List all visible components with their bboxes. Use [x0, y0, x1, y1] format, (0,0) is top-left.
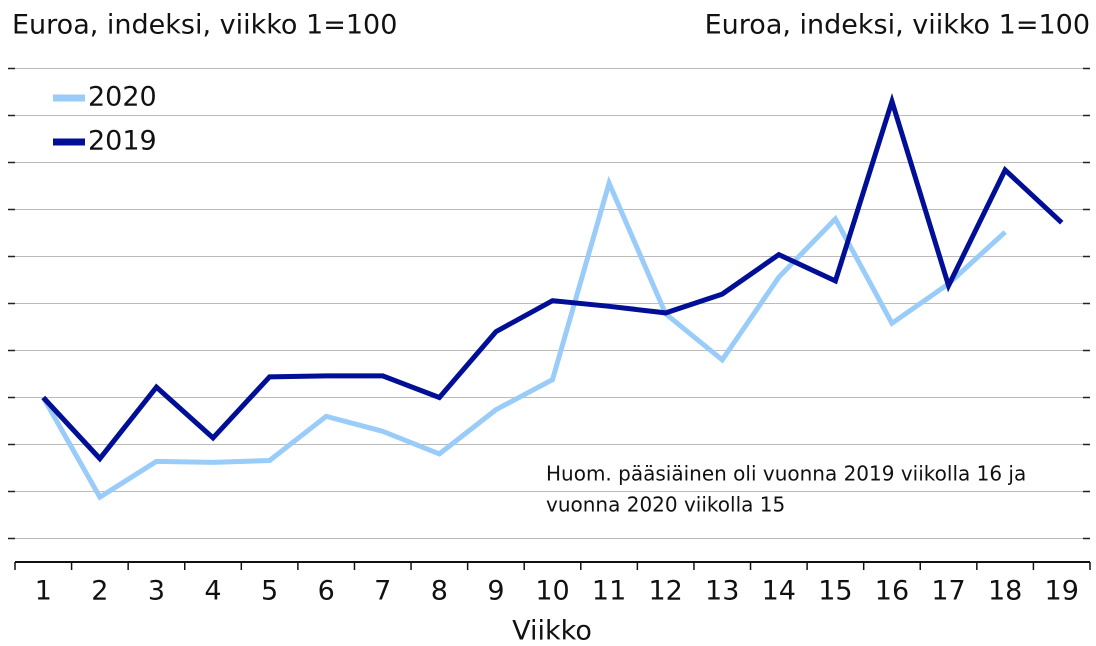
- x-tick-label: 11: [592, 576, 626, 607]
- x-tick-label: 13: [705, 576, 739, 607]
- chart-title-right: Euroa, indeksi, viikko 1=100: [705, 10, 1090, 41]
- series-line: [41, 92, 1064, 463]
- x-tick-label: 17: [931, 576, 965, 607]
- annotation: Huom. pääsiäinen oli vuonna 2019 viikoll…: [546, 462, 1026, 486]
- x-tick-label: 3: [148, 576, 165, 607]
- x-tick-label: 2: [91, 576, 108, 607]
- x-tick-label: 8: [431, 576, 448, 607]
- x-tick-label: 16: [875, 576, 909, 607]
- x-tick-label: 19: [1045, 576, 1079, 607]
- x-tick-label: 12: [648, 576, 682, 607]
- x-tick-label: 14: [762, 576, 796, 607]
- annotation: vuonna 2020 viikolla 15: [546, 493, 785, 517]
- x-tick-label: 5: [261, 576, 278, 607]
- x-tick-label: 6: [318, 576, 335, 607]
- x-tick-label: 15: [818, 576, 852, 607]
- legend-label: 2020: [88, 82, 157, 113]
- x-tick-label: 9: [487, 576, 504, 607]
- x-tick-label: 10: [535, 576, 569, 607]
- x-tick-label: 18: [988, 576, 1022, 607]
- legend-label: 2019: [88, 126, 157, 157]
- series-line: [41, 175, 1007, 501]
- x-axis-label: Viikko: [512, 616, 592, 646]
- chart-title: Euroa, indeksi, viikko 1=100: [12, 10, 397, 41]
- x-tick-label: 4: [204, 576, 221, 607]
- x-tick-label: 1: [35, 576, 52, 607]
- x-tick-label: 7: [374, 576, 391, 607]
